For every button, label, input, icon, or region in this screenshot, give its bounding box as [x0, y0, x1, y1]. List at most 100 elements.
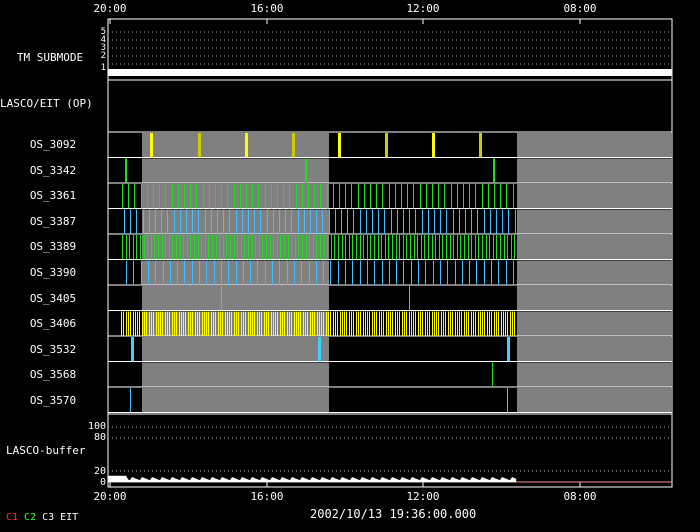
execution-tick: [172, 311, 173, 336]
execution-tick: [314, 311, 315, 336]
execution-tick: [330, 260, 331, 285]
execution-tick: [176, 235, 177, 260]
execution-tick: [468, 235, 469, 260]
execution-tick: [500, 235, 501, 260]
execution-tick: [480, 311, 481, 336]
execution-tick: [435, 235, 436, 260]
execution-tick: [409, 209, 410, 234]
execution-tick: [184, 184, 185, 209]
execution-tick: [141, 260, 142, 285]
execution-tick: [226, 235, 227, 260]
execution-tick: [213, 311, 214, 336]
execution-tick: [429, 311, 430, 336]
execution-tick: [383, 311, 384, 336]
execution-tick: [397, 311, 398, 336]
execution-tick: [413, 184, 414, 209]
execution-tick: [411, 311, 412, 336]
program-label: OS_3570: [29, 394, 77, 407]
execution-tick: [310, 311, 311, 336]
execution-tick: [333, 311, 334, 336]
execution-tick: [487, 311, 488, 336]
execution-tick: [158, 235, 159, 260]
execution-tick: [312, 311, 313, 336]
execution-tick: [206, 260, 207, 285]
execution-tick: [272, 260, 273, 285]
gray-region: [142, 184, 329, 209]
execution-tick: [180, 209, 181, 234]
execution-tick: [147, 184, 148, 209]
execution-tick: [241, 235, 242, 260]
execution-tick: [330, 311, 331, 336]
execution-tick: [214, 260, 215, 285]
execution-tick: [439, 235, 440, 260]
execution-tick: [160, 311, 161, 336]
gray-region: [517, 209, 672, 234]
execution-tick: [131, 337, 134, 362]
execution-tick: [360, 209, 361, 234]
execution-tick: [230, 235, 231, 260]
program-label: OS_3532: [29, 343, 77, 356]
execution-tick: [491, 260, 492, 285]
execution-tick: [273, 311, 274, 336]
execution-tick: [512, 311, 513, 336]
execution-tick: [364, 184, 365, 209]
execution-tick: [130, 311, 131, 336]
execution-tick: [409, 311, 410, 336]
execution-tick: [254, 311, 255, 336]
execution-tick: [384, 209, 385, 234]
execution-tick: [321, 311, 322, 336]
execution-tick: [198, 133, 201, 158]
execution-tick: [192, 209, 193, 234]
execution-tick: [493, 158, 495, 183]
program-label: OS_3361: [29, 189, 77, 202]
execution-tick: [250, 260, 251, 285]
execution-tick: [126, 260, 127, 285]
execution-tick: [289, 184, 290, 209]
execution-tick: [305, 311, 306, 336]
execution-tick: [212, 235, 213, 260]
execution-tick: [443, 311, 444, 336]
execution-tick: [356, 311, 357, 336]
execution-tick: [244, 235, 245, 260]
execution-tick: [482, 311, 483, 336]
execution-tick: [300, 311, 301, 336]
execution-tick: [346, 311, 347, 336]
execution-tick: [353, 209, 354, 234]
execution-tick: [279, 209, 280, 234]
execution-tick: [294, 311, 295, 336]
execution-tick: [262, 235, 263, 260]
execution-tick: [428, 209, 429, 234]
execution-tick: [229, 209, 230, 234]
execution-tick: [471, 235, 472, 260]
execution-tick: [234, 311, 235, 336]
execution-tick: [385, 235, 386, 260]
execution-tick: [453, 235, 454, 260]
execution-tick: [296, 184, 297, 209]
execution-tick: [209, 184, 210, 209]
execution-tick: [504, 235, 505, 260]
execution-tick: [228, 260, 229, 285]
bottom-tick-label: 12:00: [406, 490, 440, 503]
execution-tick: [513, 184, 514, 209]
execution-tick: [277, 311, 278, 336]
execution-tick: [363, 235, 364, 260]
execution-tick: [392, 235, 393, 260]
execution-tick: [369, 311, 370, 336]
execution-tick: [190, 184, 191, 209]
execution-tick: [334, 235, 335, 260]
top-tick-label: 08:00: [563, 2, 597, 15]
execution-tick: [144, 311, 145, 336]
execution-tick: [282, 311, 283, 336]
execution-tick: [492, 362, 493, 387]
execution-tick: [351, 311, 352, 336]
execution-tick: [202, 311, 203, 336]
program-label: OS_3387: [29, 215, 77, 228]
execution-tick: [464, 311, 465, 336]
execution-tick: [159, 184, 160, 209]
execution-tick: [133, 260, 134, 285]
execution-tick: [231, 311, 232, 336]
execution-tick: [194, 235, 195, 260]
execution-tick: [399, 235, 400, 260]
execution-tick: [476, 260, 477, 285]
execution-tick: [489, 235, 490, 260]
